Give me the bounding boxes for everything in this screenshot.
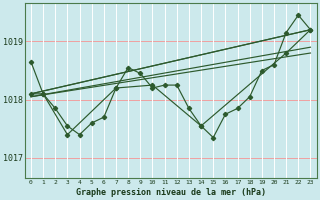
X-axis label: Graphe pression niveau de la mer (hPa): Graphe pression niveau de la mer (hPa): [76, 188, 266, 197]
